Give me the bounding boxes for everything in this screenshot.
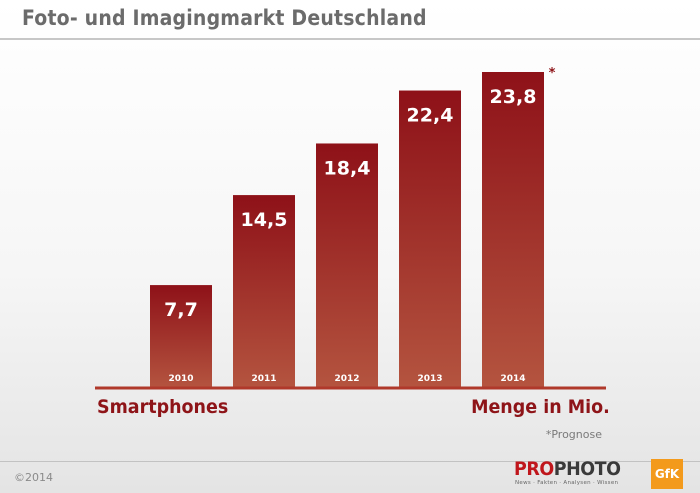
bars-group: 7,7 2010 14,5 2011 18,4 2012 22,4 2013 23,8 2014 *	[150, 66, 556, 387]
bar-2013	[399, 90, 461, 387]
category-label-2012: 2012	[334, 374, 359, 384]
category-label-2010: 2010	[168, 374, 193, 384]
forecast-asterisk: *	[549, 66, 556, 81]
value-label-2012: 18,4	[324, 157, 371, 179]
bar-2012	[316, 143, 378, 387]
forecast-note: *Prognose	[545, 428, 602, 441]
brand-pro-text: PRO	[514, 458, 554, 480]
category-label-2011: 2011	[251, 374, 276, 384]
value-label-2011: 14,5	[241, 209, 288, 231]
value-label-2010: 7,7	[164, 299, 198, 321]
bar-2014	[482, 72, 544, 387]
value-label-2014: 23,8	[490, 86, 537, 108]
brand-tagline: News · Fakten · Analysen · Wissen	[515, 480, 619, 486]
bar-2011	[233, 195, 295, 387]
brand-photo-text: PHOTO	[553, 458, 621, 480]
prophoto-logo[interactable]: PROPHOTO News · Fakten · Analysen · Wiss…	[514, 458, 638, 488]
copyright-text: ©2014	[14, 471, 53, 484]
bar-2010	[150, 285, 212, 387]
prophoto-wordmark: PROPHOTO	[514, 458, 621, 480]
value-label-2013: 22,4	[407, 105, 454, 127]
title-divider	[0, 38, 700, 40]
category-label-2013: 2013	[417, 374, 442, 384]
unit-label: Menge in Mio.	[471, 396, 610, 418]
series-label: Smartphones	[97, 396, 229, 418]
footer-divider	[0, 461, 700, 462]
chart-title: Foto- und Imagingmarkt Deutschland	[22, 6, 427, 30]
category-label-2014: 2014	[500, 374, 525, 384]
gfk-logo[interactable]: GfK	[651, 459, 683, 489]
